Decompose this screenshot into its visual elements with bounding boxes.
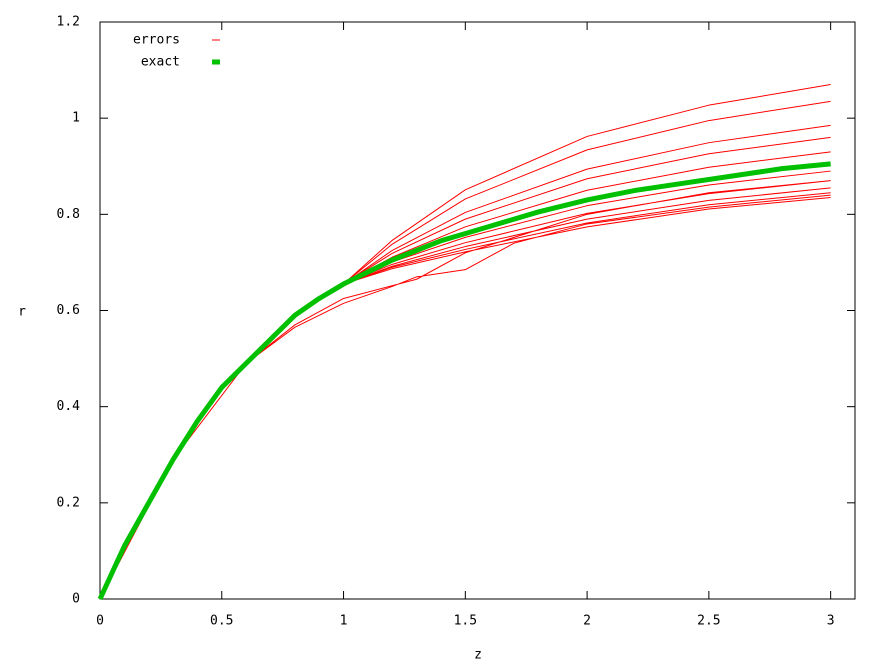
y-tick-label: 0.2	[57, 495, 80, 510]
x-tick-label: 0.5	[210, 614, 233, 629]
y-tick-label: 1	[72, 111, 80, 126]
legend-label: exact	[141, 55, 180, 70]
x-tick-label: 2.5	[697, 614, 720, 629]
x-tick-label: 3	[827, 614, 835, 629]
plot-frame	[99, 21, 856, 600]
x-tick-label: 2	[583, 614, 591, 629]
y-tick-label: 0.6	[57, 303, 80, 318]
y-tick-label: 0.4	[57, 399, 81, 414]
x-tick-label: 0	[96, 614, 104, 629]
y-tick-label: 1.2	[57, 15, 80, 30]
legend-label: errors	[133, 33, 180, 48]
x-axis-label: z	[474, 648, 482, 663]
x-tick-label: 1.5	[454, 614, 477, 629]
y-tick-label: 0.8	[57, 207, 80, 222]
x-tick-label: 1	[340, 614, 348, 629]
line-series	[99, 84, 831, 600]
y-axis-label: r	[18, 305, 26, 320]
line-series	[97, 161, 831, 601]
y-tick-label: 0	[72, 592, 80, 607]
